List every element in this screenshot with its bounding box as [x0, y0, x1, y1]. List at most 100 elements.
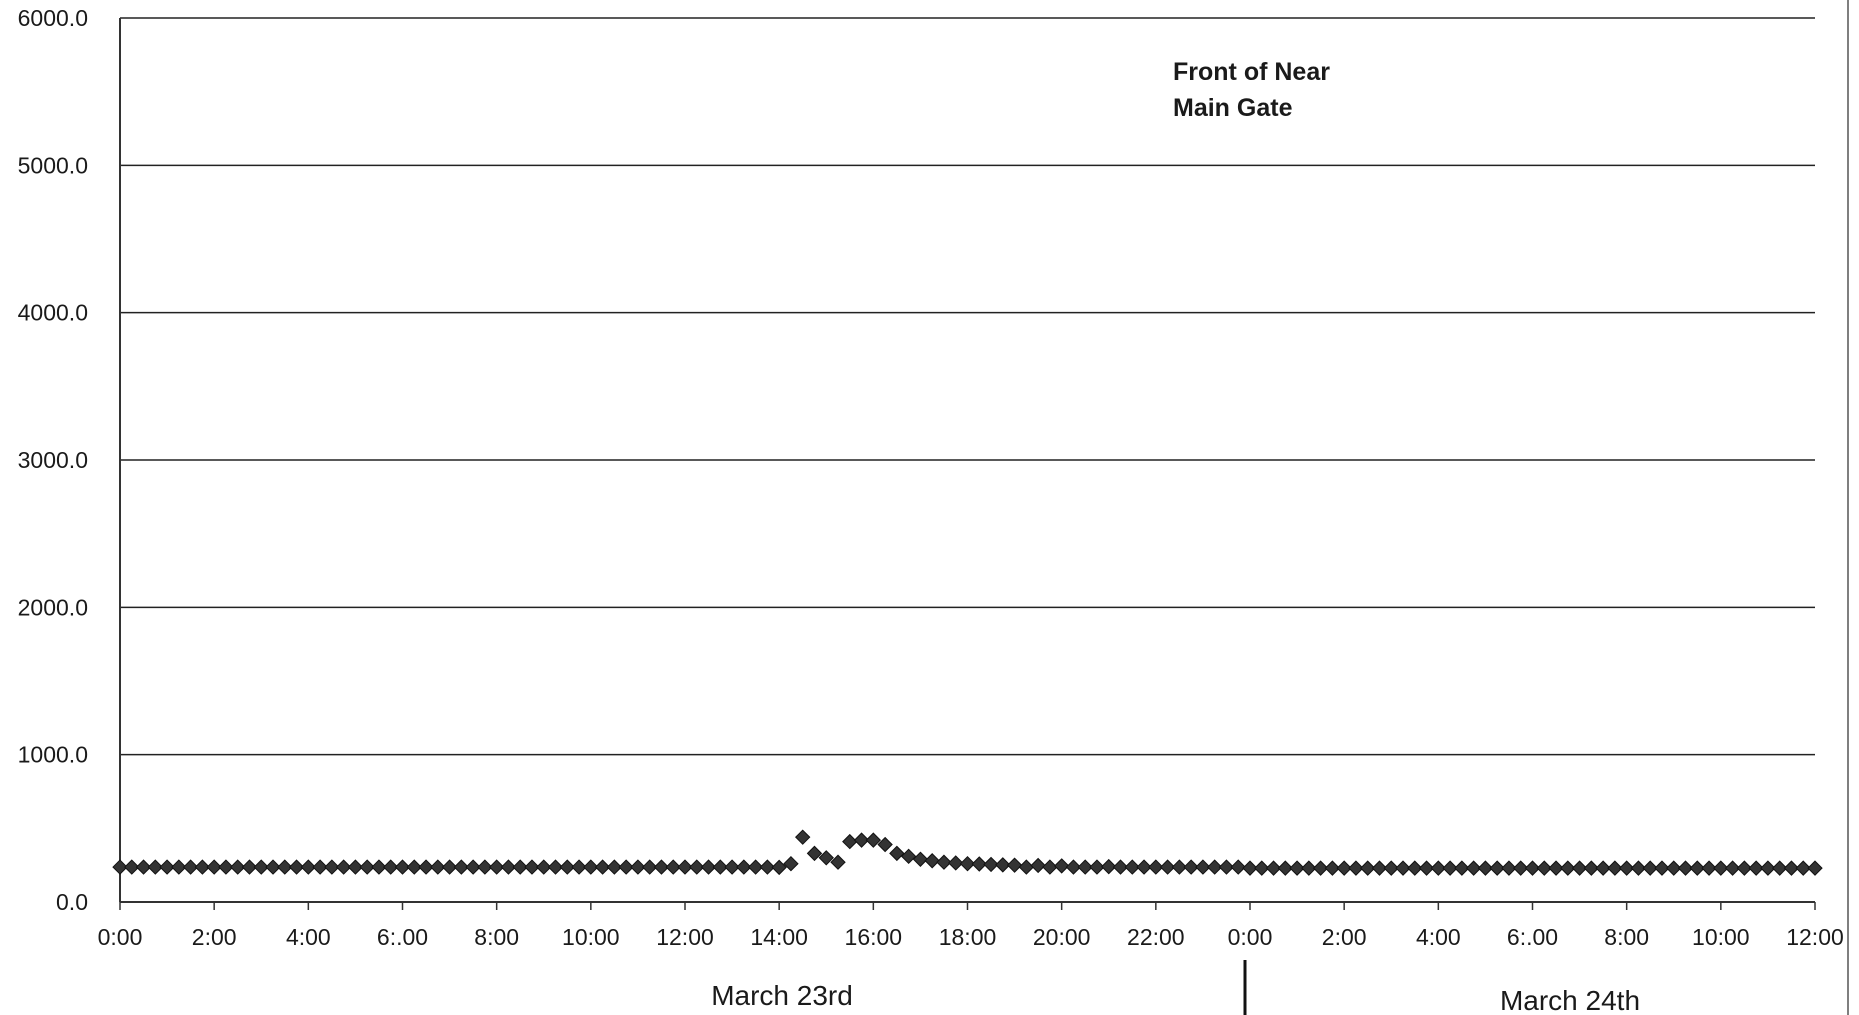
- data-point: [818, 850, 834, 866]
- data-point: [571, 859, 587, 875]
- data-point: [1807, 860, 1823, 876]
- data-point: [1077, 859, 1093, 875]
- data-point: [383, 859, 399, 875]
- y-tick-label: 5000.0: [18, 152, 88, 178]
- data-point: [1195, 859, 1211, 875]
- data-point: [1018, 859, 1035, 875]
- data-point: [453, 859, 470, 875]
- data-point: [641, 859, 658, 875]
- data-point: [1324, 860, 1341, 876]
- data-point: [1242, 860, 1258, 876]
- data-point: [1136, 859, 1152, 875]
- data-series: [112, 829, 1823, 876]
- data-point: [1595, 860, 1611, 876]
- data-point: [806, 845, 823, 862]
- y-tick-label: 0.0: [56, 889, 88, 915]
- data-point: [488, 859, 505, 875]
- x-tick-label: 18:00: [939, 924, 997, 950]
- data-point: [1713, 860, 1729, 876]
- data-point: [1560, 860, 1576, 876]
- data-point: [1348, 860, 1364, 876]
- data-point: [983, 856, 999, 873]
- data-point: [324, 859, 340, 875]
- y-tick-label: 3000.0: [18, 447, 88, 473]
- x-tick-label: 10:00: [562, 924, 620, 950]
- data-point: [1312, 860, 1329, 876]
- data-point: [1230, 859, 1246, 875]
- x-tick-labels: 0:00 2:00 4:00 6:.00 8:00 10:00 12:00 14:00 16:0…: [98, 902, 1844, 950]
- data-point: [1183, 859, 1199, 875]
- data-point: [1301, 860, 1317, 876]
- x-tick-label: 10:00: [1692, 924, 1750, 950]
- data-point: [1630, 860, 1647, 876]
- data-point: [147, 859, 164, 875]
- data-point: [759, 859, 776, 875]
- data-point: [253, 859, 269, 875]
- data-point: [1618, 860, 1635, 876]
- data-point: [1395, 860, 1411, 876]
- data-point: [900, 848, 917, 865]
- data-point: [218, 859, 234, 875]
- y-tick-label: 2000.0: [18, 594, 88, 620]
- data-point: [1265, 860, 1282, 876]
- data-point: [1006, 857, 1023, 873]
- data-point: [830, 854, 846, 870]
- data-point: [277, 859, 293, 875]
- data-point: [1654, 860, 1670, 876]
- data-point: [1042, 859, 1058, 875]
- data-point: [300, 859, 317, 875]
- data-point: [1607, 860, 1623, 876]
- data-point: [1442, 860, 1458, 876]
- data-point: [359, 859, 375, 875]
- data-point: [1477, 860, 1494, 876]
- data-point: [182, 859, 199, 875]
- x-tick-label: 0:00: [98, 924, 143, 950]
- data-point: [547, 859, 564, 875]
- x-tick-label: 20:00: [1033, 924, 1091, 950]
- data-point: [653, 859, 670, 875]
- data-point: [112, 859, 128, 875]
- data-point: [1677, 860, 1694, 876]
- data-point: [347, 859, 364, 875]
- data-point: [206, 859, 222, 875]
- data-point: [1465, 860, 1482, 876]
- data-point: [1277, 860, 1294, 876]
- data-point: [783, 855, 799, 872]
- data-point: [1065, 859, 1082, 875]
- data-point: [606, 859, 623, 875]
- data-point: [1030, 857, 1046, 874]
- date-label-march-23: March 23rd: [711, 980, 853, 1011]
- data-point: [371, 859, 387, 875]
- data-point: [288, 859, 305, 875]
- data-point: [1383, 860, 1399, 876]
- data-point: [1206, 859, 1223, 875]
- x-tick-label: 16:00: [845, 924, 903, 950]
- data-point: [1430, 860, 1447, 876]
- data-point: [1536, 860, 1552, 876]
- data-point: [524, 859, 540, 875]
- data-point: [712, 859, 729, 875]
- data-point: [700, 859, 717, 875]
- data-point: [1571, 860, 1588, 876]
- y-tick-label: 4000.0: [18, 300, 88, 326]
- data-point: [912, 851, 929, 867]
- data-point: [842, 833, 858, 850]
- data-point: [1795, 860, 1811, 876]
- data-point: [771, 859, 787, 876]
- data-point: [1771, 860, 1788, 876]
- data-point: [877, 836, 893, 853]
- data-point: [1724, 860, 1741, 876]
- data-point: [1171, 859, 1188, 875]
- x-tick-label: 12:00: [1786, 924, 1844, 950]
- gridlines: [120, 17, 1815, 756]
- data-point: [159, 859, 175, 875]
- data-point: [1053, 858, 1070, 874]
- data-point: [1783, 860, 1800, 876]
- data-point: [394, 859, 411, 875]
- data-point: [1101, 858, 1117, 875]
- data-point: [1454, 860, 1470, 876]
- data-point: [1548, 860, 1564, 876]
- data-point: [536, 859, 552, 875]
- x-tick-label: 8:00: [1604, 924, 1649, 950]
- data-point: [1689, 860, 1705, 876]
